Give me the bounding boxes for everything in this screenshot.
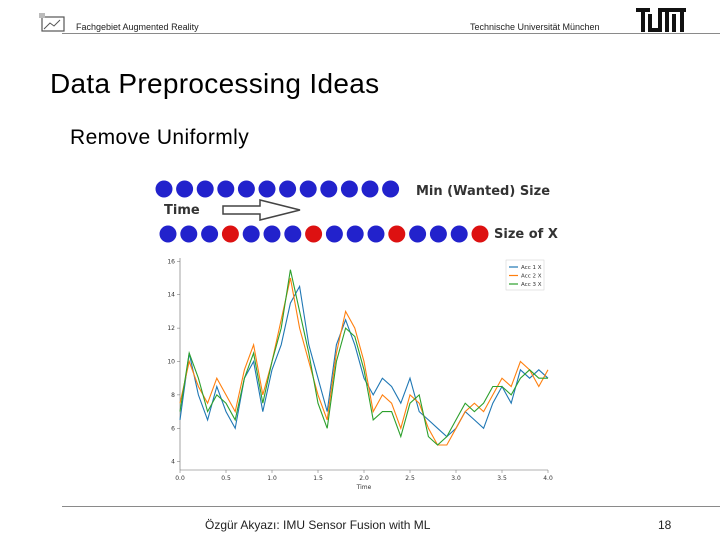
tum-logo-icon [636,8,686,32]
time-arrow-label: Time [164,203,200,218]
x-tick-label: 4.0 [543,475,553,482]
wanted-dot [382,180,400,198]
wanted-size-dots [155,180,400,198]
series-line [179,277,549,446]
footer-author-title: Özgür Akyazı: IMU Sensor Fusion with ML [205,518,431,532]
wanted-dot [176,180,194,198]
kept-dot [429,225,447,243]
min-wanted-size-label: Min (Wanted) Size [416,184,550,199]
wanted-dot [361,180,379,198]
series-line [179,269,548,446]
header-department: Fachgebiet Augmented Reality [76,22,199,32]
original-size-dots [159,225,489,243]
wanted-dot [196,180,214,198]
y-tick-label: 12 [167,325,175,332]
x-tick-label: 0.0 [175,475,185,482]
wanted-dot [340,180,358,198]
x-axis-label: Time [356,484,372,491]
removed-dot [471,225,489,243]
kept-dot [180,225,198,243]
x-tick-label: 2.0 [359,475,369,482]
legend-label: Acc 1 X [521,265,542,271]
kept-dot [325,225,343,243]
wanted-dot [320,180,338,198]
x-tick-label: 1.5 [313,475,323,482]
y-tick-label: 4 [171,459,175,466]
kept-dot [284,225,302,243]
wanted-dot [258,180,276,198]
kept-dot [367,225,385,243]
size-of-x-label: Size of X [494,227,558,242]
kept-dot [242,225,260,243]
chart-legend: Acc 1 X Acc 2 X Acc 3 X [505,259,545,291]
header-divider [62,33,720,34]
x-tick-label: 3.5 [497,475,507,482]
kept-dot [346,225,364,243]
kept-dot [263,225,281,243]
wanted-dot [279,180,297,198]
removed-dot [221,225,239,243]
wanted-dot [237,180,255,198]
kept-dot [450,225,468,243]
augmented-reality-logo-icon [39,13,65,32]
kept-dot [409,225,427,243]
removed-dot [305,225,323,243]
wanted-dot [155,180,173,198]
wanted-dot [217,180,235,198]
accelerometer-line-chart: 4 6 8 10 12 14 16 0.0 0.5 1.0 1.5 2.0 2.5 3.0 3.5 4.0 Ti… [167,258,553,491]
series-line [179,284,549,438]
x-tick-label: 1.0 [267,475,277,482]
y-tick-label: 16 [167,258,175,265]
removed-dot [388,225,406,243]
y-tick-label: 8 [171,392,175,399]
y-tick-label: 14 [167,292,175,299]
slide-title: Data Preprocessing Ideas [50,68,380,99]
y-tick-label: 10 [167,358,175,365]
header-university: Technische Universität München [470,22,600,32]
kept-dot [201,225,219,243]
x-tick-label: 2.5 [405,475,415,482]
downsampling-figure: Min (Wanted) Size Size of X Time 4 6 8 10 12… [155,180,558,491]
page-number: 18 [658,518,672,532]
kept-dot [159,225,177,243]
x-tick-label: 3.0 [451,475,461,482]
slide-subtitle: Remove Uniformly [70,126,250,149]
legend-label: Acc 2 X [521,274,542,280]
y-tick-label: 6 [171,425,175,432]
wanted-dot [299,180,317,198]
arrow-right-icon [222,199,301,221]
legend-label: Acc 3 X [521,282,542,288]
x-tick-label: 0.5 [221,475,231,482]
footer-divider [62,506,720,507]
